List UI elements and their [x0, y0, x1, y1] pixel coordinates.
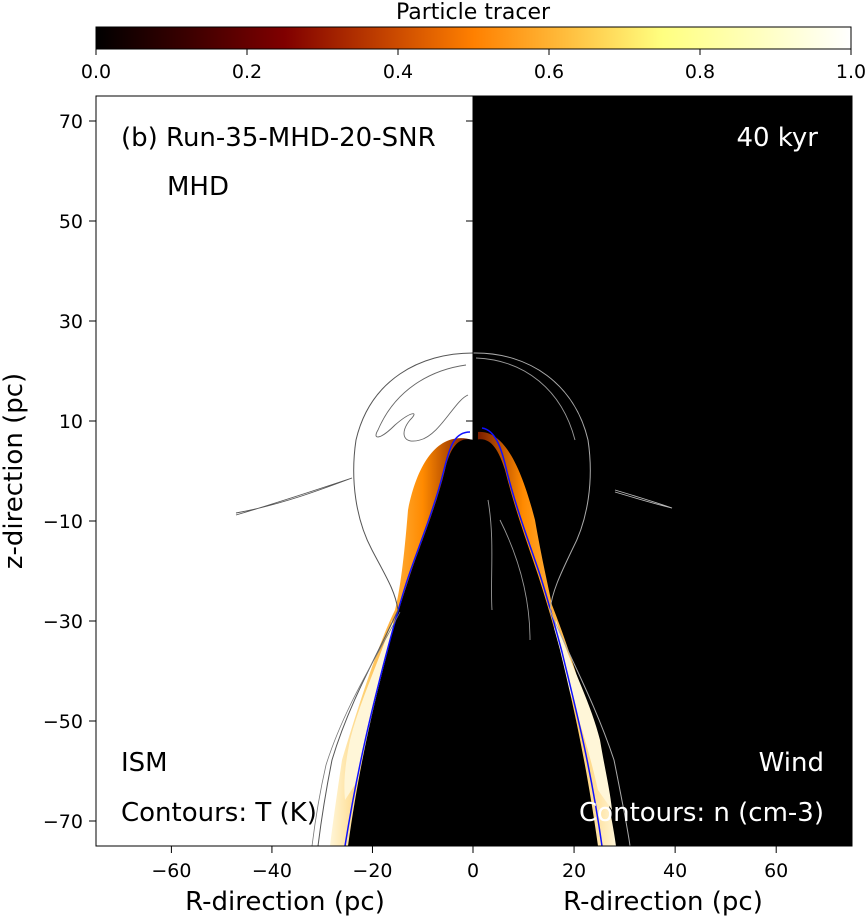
right-contour-label: Contours: n (cm-3): [579, 798, 824, 828]
left-temperature-contour-filament: [235, 477, 353, 516]
right-panel-frame: [472, 95, 853, 847]
x-tick-label: 20: [562, 860, 586, 882]
y-tick-label: −30: [43, 611, 83, 633]
x-tick-label: −20: [352, 860, 392, 882]
left-temperature-contour-blue: [344, 431, 471, 846]
run-title: (b) Run-35-MHD-20-SNR: [121, 123, 436, 153]
left-panel-features: [235, 352, 473, 846]
left-x-axis-ticks: −60 −40 −20 0: [151, 846, 479, 882]
right-shell-bright-patches: [552, 620, 612, 810]
colorbar-ticks: 0.0 0.2 0.4 0.6 0.8 1.0: [81, 49, 866, 83]
y-tick-label: −50: [43, 711, 83, 733]
right-density-contour-bubble: [473, 352, 631, 846]
y-tick-label: −70: [43, 811, 83, 833]
y-axis-label: z-direction (pc): [0, 373, 29, 569]
colorbar-tick-label: 0.6: [534, 61, 564, 83]
x-tick-label: 0: [467, 860, 479, 882]
colorbar: [95, 26, 852, 50]
right-region-label: Wind: [759, 748, 824, 778]
right-x-axis-ticks: 20 40 60: [562, 846, 788, 882]
y-axis-ticks: 70 50 30 10 −10 −30 −50 −70: [43, 111, 473, 833]
left-cavity: [348, 439, 473, 846]
left-x-axis-label: R-direction (pc): [185, 887, 385, 917]
colorbar-tick-label: 1.0: [836, 61, 866, 83]
x-tick-label: 40: [663, 860, 687, 882]
left-temperature-contour-outer: [311, 611, 401, 846]
right-x-axis-label: R-direction (pc): [563, 887, 763, 917]
colorbar-tick-label: 0.8: [685, 61, 715, 83]
left-region-label: ISM: [121, 748, 168, 778]
x-tick-label: 60: [764, 860, 788, 882]
time-label: 40 kyr: [736, 123, 818, 153]
colorbar-label: Particle tracer: [396, 0, 551, 25]
left-temperature-contour-bubble: [317, 352, 473, 846]
right-panel-features: [473, 352, 673, 846]
right-cavity: [473, 439, 598, 846]
right-density-contour-filament: [614, 489, 673, 509]
left-contour-label: Contours: T (K): [121, 798, 317, 828]
y-tick-label: 10: [59, 411, 83, 433]
y-tick-label: 70: [59, 111, 83, 133]
right-density-contour-blue: [481, 427, 603, 846]
left-temperature-contour-inner: [375, 364, 469, 442]
y-tick-label: 50: [59, 211, 83, 233]
mhd-label: MHD: [167, 172, 229, 202]
colorbar-tick-label: 0.0: [81, 61, 111, 83]
x-tick-label: −40: [252, 860, 292, 882]
y-tick-label: −10: [43, 511, 83, 533]
colorbar-tick-label: 0.4: [383, 61, 413, 83]
right-density-contour-inner: [475, 357, 576, 641]
x-tick-label: −60: [151, 860, 191, 882]
colorbar-tick-label: 0.2: [232, 61, 262, 83]
y-tick-label: 30: [59, 311, 83, 333]
